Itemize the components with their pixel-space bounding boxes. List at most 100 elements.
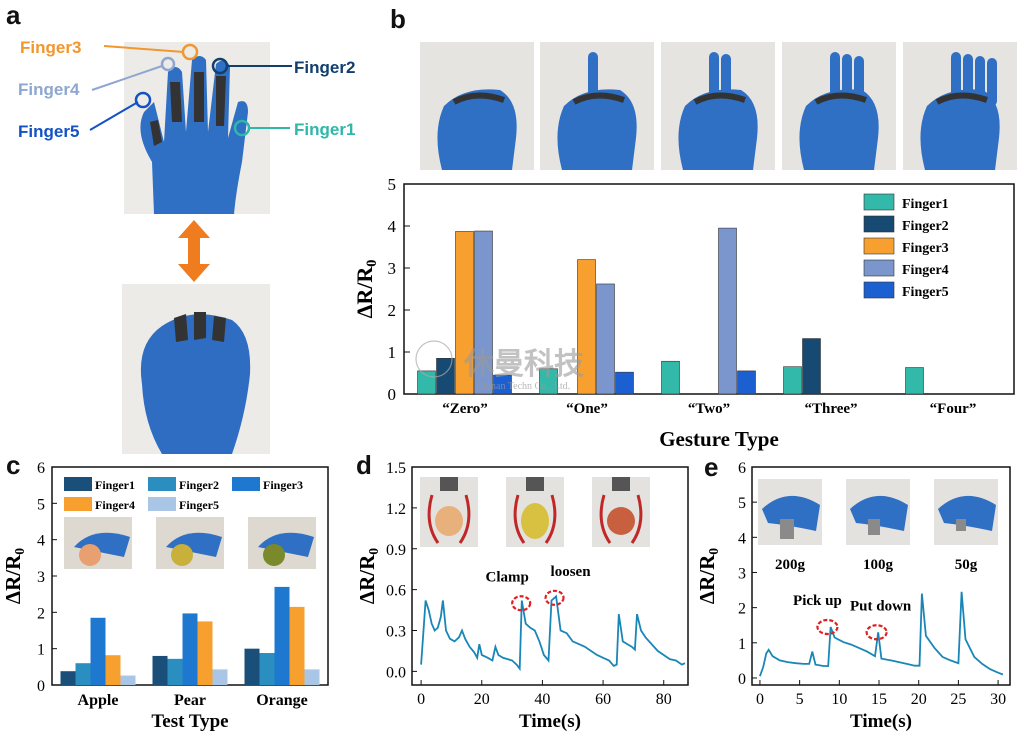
signal-line bbox=[420, 594, 686, 672]
x-tick-label: Pear bbox=[174, 692, 206, 709]
panel-label-b: b bbox=[390, 4, 406, 34]
glove-shape bbox=[762, 495, 820, 531]
bar bbox=[718, 227, 737, 395]
legend-label: Finger2 bbox=[179, 478, 219, 492]
y-tick-label: 1 bbox=[37, 642, 45, 659]
y-tick-label: 0.0 bbox=[386, 664, 406, 681]
annotation-label: Clamp bbox=[486, 569, 529, 585]
chart-e: 0 1 2 3 4 5 6 0 5 10 15 20 25 30 Time(s) ΔR/R0 200g 100g 5… bbox=[700, 460, 1011, 732]
double-arrow-icon bbox=[178, 220, 210, 282]
x-tick-label: 20 bbox=[474, 691, 490, 708]
x-tick-label: Orange bbox=[256, 692, 308, 709]
legend-swatch bbox=[64, 497, 92, 511]
bar bbox=[289, 606, 305, 685]
annotation-circle bbox=[865, 624, 888, 641]
gesture-photo-0 bbox=[420, 42, 534, 170]
x-tick-label: 15 bbox=[871, 691, 887, 708]
legend-label: Finger3 bbox=[263, 478, 303, 492]
fruit-icon bbox=[607, 507, 635, 535]
x-tick-label: 20 bbox=[911, 691, 927, 708]
annotation-circle bbox=[511, 595, 532, 612]
pear-icon bbox=[171, 544, 193, 566]
y-tick-label: 1 bbox=[388, 343, 397, 362]
panel-label-e: e bbox=[704, 452, 719, 482]
x-tick-label: 30 bbox=[990, 691, 1006, 708]
gesture-photo-1 bbox=[540, 42, 654, 170]
x-axis-label: Test Type bbox=[151, 711, 228, 732]
watermark-logo-icon bbox=[415, 340, 453, 378]
x-tick-label: “Two” bbox=[688, 401, 730, 417]
x-tick-label: 80 bbox=[656, 691, 672, 708]
weight-icon bbox=[868, 519, 880, 535]
annotation-circle bbox=[816, 618, 839, 636]
gripper-mount-icon bbox=[612, 477, 630, 491]
y-tick-label: 6 bbox=[37, 460, 45, 477]
bar bbox=[474, 230, 493, 395]
bar bbox=[167, 658, 183, 685]
legend-label: Finger3 bbox=[902, 241, 949, 256]
bar bbox=[615, 371, 634, 395]
annotation-label: loosen bbox=[551, 564, 592, 580]
legend-swatch bbox=[64, 477, 92, 491]
bar bbox=[105, 655, 121, 685]
x-tick-label: “Four” bbox=[930, 401, 977, 417]
apple-icon bbox=[79, 544, 101, 566]
fruit-icon bbox=[435, 506, 463, 536]
y-tick-label: 4 bbox=[738, 530, 746, 547]
gesture-photo-2 bbox=[661, 42, 775, 170]
gripper-mount-icon bbox=[440, 477, 458, 491]
gripper-finger-icon bbox=[599, 494, 643, 544]
x-tick-label: 0 bbox=[417, 691, 425, 708]
bar bbox=[455, 231, 474, 395]
chart-d: 0.0 0.3 0.6 0.9 1.2 1.5 0 20 40 60 80 Time(s) ΔR/R0 C… bbox=[355, 460, 689, 732]
fruit-icon bbox=[521, 503, 549, 539]
glove-shape bbox=[258, 532, 314, 557]
weight-label: 200g bbox=[775, 557, 806, 573]
bar bbox=[60, 671, 76, 685]
glove-shape bbox=[74, 532, 130, 557]
x-tick-label: 5 bbox=[796, 691, 804, 708]
y-tick-label: 3 bbox=[37, 569, 45, 586]
watermark-text: 休曼科技 bbox=[463, 348, 584, 381]
x-tick-label: “Three” bbox=[804, 401, 857, 417]
y-tick-label: 4 bbox=[388, 217, 397, 236]
glove-shape bbox=[166, 532, 222, 557]
bar bbox=[417, 370, 436, 395]
annotation-circle bbox=[544, 589, 565, 606]
y-tick-label: 1.5 bbox=[386, 460, 406, 477]
x-tick-label: 40 bbox=[534, 691, 550, 708]
y-tick-label: 1.2 bbox=[386, 501, 406, 518]
x-tick-label: 25 bbox=[950, 691, 966, 708]
x-tick-label: “Zero” bbox=[442, 401, 488, 417]
gripper-mount-icon bbox=[526, 477, 544, 491]
y-axis-label: ΔR/R0 bbox=[700, 548, 721, 604]
bar bbox=[75, 663, 91, 685]
x-tick-label: 10 bbox=[831, 691, 847, 708]
x-axis-label: Time(s) bbox=[519, 711, 581, 732]
legend-swatch bbox=[232, 477, 260, 491]
legend-swatch bbox=[863, 281, 895, 299]
legend-label: Finger1 bbox=[95, 478, 135, 492]
y-tick-label: 2 bbox=[388, 301, 397, 320]
bar bbox=[90, 617, 106, 685]
legend-swatch bbox=[148, 477, 176, 491]
y-tick-label: 3 bbox=[738, 565, 746, 582]
finger-callouts bbox=[89, 43, 292, 137]
legend-swatch bbox=[148, 497, 176, 511]
y-tick-label: 2 bbox=[738, 601, 746, 618]
weight-icon bbox=[780, 519, 794, 539]
x-axis-label: Gesture Type bbox=[659, 427, 779, 451]
finger4-label: Finger4 bbox=[18, 80, 80, 99]
y-tick-label: 6 bbox=[738, 460, 746, 477]
y-tick-label: 0.9 bbox=[386, 542, 406, 559]
legend-swatch bbox=[863, 215, 895, 233]
y-tick-label: 5 bbox=[37, 496, 45, 513]
legend-swatch bbox=[863, 259, 895, 277]
panel-label-d: d bbox=[356, 450, 372, 480]
orange-icon bbox=[263, 544, 285, 566]
legend-swatch bbox=[863, 193, 895, 211]
y-tick-label: 2 bbox=[37, 605, 45, 622]
bar bbox=[304, 669, 320, 685]
gesture-photo-4 bbox=[903, 42, 1017, 170]
plot-frame bbox=[751, 466, 1011, 686]
